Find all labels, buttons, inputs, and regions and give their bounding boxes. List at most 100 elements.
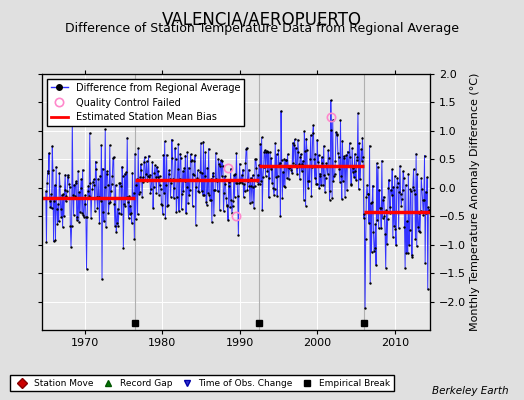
Point — [280, 156, 288, 162]
Point — [110, 154, 118, 160]
Point — [387, 186, 395, 193]
Point — [77, 176, 85, 182]
Point — [291, 162, 299, 168]
Point — [250, 183, 259, 189]
Point — [373, 160, 381, 166]
Point — [148, 158, 157, 165]
Point — [96, 198, 105, 204]
Point — [267, 166, 275, 172]
Point — [265, 194, 273, 200]
Point — [78, 209, 86, 216]
Point — [217, 173, 226, 179]
Point — [106, 198, 115, 205]
Point — [309, 130, 317, 136]
Point — [378, 157, 386, 164]
Point — [239, 194, 248, 200]
Point — [231, 171, 239, 177]
Point — [163, 203, 171, 209]
Point — [135, 189, 144, 195]
Point — [299, 196, 308, 203]
Point — [181, 152, 190, 159]
Point — [328, 126, 336, 133]
Point — [325, 196, 334, 203]
Point — [108, 172, 116, 179]
Point — [403, 250, 412, 256]
Point — [275, 162, 283, 168]
Point — [345, 140, 354, 146]
Point — [220, 208, 228, 214]
Point — [311, 150, 320, 157]
Point — [63, 188, 71, 194]
Point — [184, 200, 192, 206]
Point — [152, 189, 160, 196]
Point — [223, 202, 231, 208]
Point — [396, 191, 405, 198]
Point — [418, 197, 427, 203]
Point — [271, 174, 280, 180]
Point — [303, 147, 311, 154]
Point — [234, 232, 243, 238]
Point — [412, 243, 421, 250]
Point — [178, 191, 187, 197]
Point — [115, 210, 123, 216]
Point — [104, 182, 112, 188]
Point — [270, 192, 278, 198]
Point — [201, 173, 209, 179]
Point — [415, 210, 423, 216]
Point — [242, 146, 250, 152]
Point — [84, 188, 92, 194]
Text: Difference of Station Temperature Data from Regional Average: Difference of Station Temperature Data f… — [65, 22, 459, 35]
Point — [308, 164, 316, 170]
Point — [408, 254, 417, 260]
Point — [411, 236, 420, 242]
Point — [71, 192, 79, 199]
Point — [116, 183, 125, 189]
Point — [238, 180, 246, 186]
Point — [348, 168, 357, 175]
Point — [350, 174, 358, 180]
Point — [147, 185, 155, 192]
Point — [141, 177, 149, 183]
Point — [379, 197, 387, 204]
Point — [423, 286, 432, 292]
Point — [245, 182, 254, 189]
Point — [300, 128, 309, 135]
Point — [342, 152, 351, 158]
Point — [241, 188, 249, 194]
Point — [167, 180, 176, 186]
Point — [377, 225, 385, 231]
Point — [193, 175, 201, 181]
Point — [187, 158, 195, 164]
Point — [72, 178, 80, 184]
Point — [299, 158, 307, 164]
Point — [192, 221, 200, 228]
Point — [304, 184, 312, 191]
Point — [138, 194, 146, 200]
Point — [367, 249, 376, 255]
Point — [209, 173, 217, 180]
Point — [371, 221, 379, 228]
Point — [52, 164, 60, 170]
Point — [69, 192, 77, 198]
Point — [278, 195, 287, 201]
Point — [328, 194, 336, 201]
Point — [331, 170, 339, 177]
Point — [89, 178, 97, 185]
Point — [54, 218, 63, 225]
Point — [296, 176, 304, 183]
Point — [210, 212, 218, 218]
Point — [412, 150, 420, 157]
Text: 1970: 1970 — [70, 338, 99, 348]
Point — [171, 155, 180, 162]
Point — [373, 216, 381, 223]
Point — [262, 148, 270, 155]
Point — [406, 227, 414, 233]
Point — [127, 210, 135, 216]
Point — [269, 185, 278, 191]
Point — [401, 182, 410, 188]
Point — [249, 184, 257, 190]
Point — [182, 210, 190, 216]
Point — [160, 138, 169, 145]
Point — [110, 201, 118, 207]
Point — [289, 140, 297, 146]
